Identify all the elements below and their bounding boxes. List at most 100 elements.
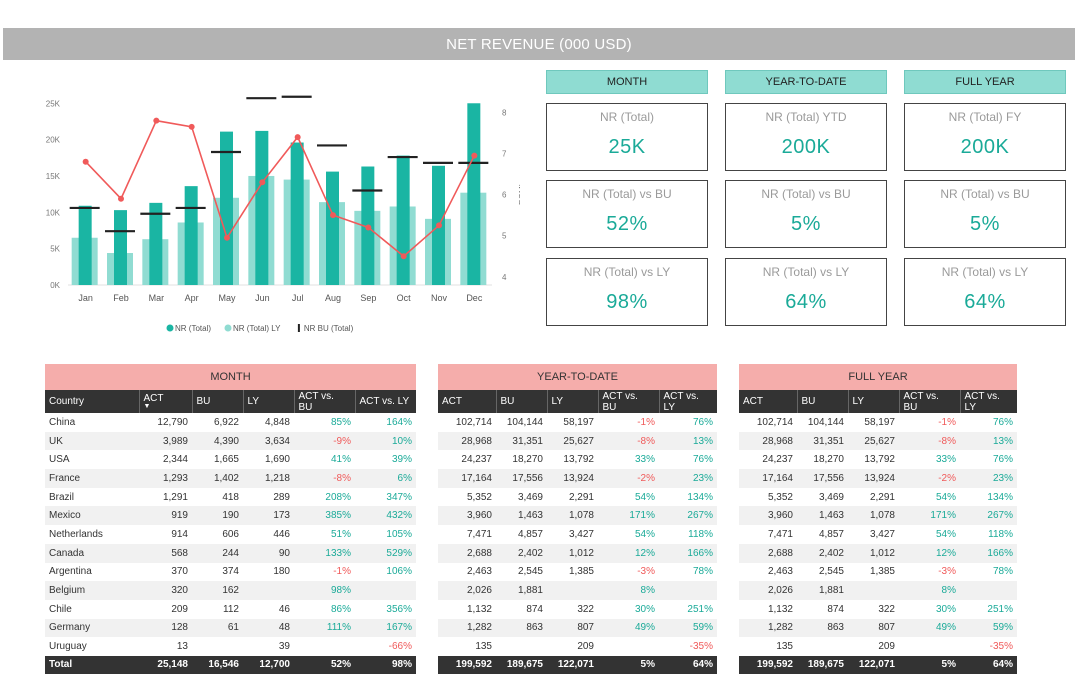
kpi-card[interactable]: NR (Total) vs BU 5%	[904, 180, 1066, 248]
table-cell: 356%	[386, 603, 412, 615]
column-header[interactable]: Country	[45, 390, 139, 413]
table-cell: 118%	[688, 528, 713, 540]
table-cell	[547, 581, 598, 600]
table-row[interactable]: 2,463 2,545 1,385 -3% 78%	[438, 563, 717, 582]
sort-desc-icon[interactable]: ▼	[143, 403, 151, 410]
table-cell: 267%	[960, 506, 1017, 526]
column-header[interactable]: ACT	[438, 390, 496, 413]
table-row[interactable]: Uruguay 13 39 -66%	[45, 637, 416, 656]
table-row[interactable]: 5,352 3,469 2,291 54% 134%	[739, 488, 1017, 507]
net-revenue-chart[interactable]: 0K 5K 10K 15K 20K 25K 4 5 6 7 8 ROMI Jan Feb Mar Apr May…	[40, 88, 520, 343]
table-cell: 3,634	[243, 431, 294, 451]
table-row[interactable]: 7,471 4,857 3,427 54% 118%	[438, 525, 717, 544]
table-row[interactable]: 2,463 2,545 1,385 -3% 78%	[739, 563, 1017, 582]
column-header[interactable]: BU	[191, 390, 243, 413]
kpi-card[interactable]: NR (Total) vs LY 64%	[725, 258, 887, 326]
kpi-header-0: MONTH	[546, 70, 708, 94]
table-cell: 807	[848, 618, 899, 638]
x-tick-label: Jul	[292, 293, 304, 303]
table-cell: 209	[878, 641, 895, 653]
column-header[interactable]: ACT vs. LY	[354, 390, 416, 413]
table-row[interactable]: 102,714 104,144 58,197 -1% 76%	[438, 413, 717, 432]
column-header[interactable]: ACT vs. BU	[293, 390, 355, 413]
table-row[interactable]: 1,132 874 322 30% 251%	[739, 600, 1017, 619]
column-header[interactable]: ACT vs. BU	[898, 390, 960, 413]
table-cell: 1,218	[243, 469, 294, 488]
table-cell: 135	[475, 641, 492, 653]
table-cell: 41%	[330, 454, 351, 466]
table-row[interactable]: UK 3,989 4,390 3,634 -9% 10%	[45, 431, 416, 451]
column-header[interactable]: ACT	[739, 390, 797, 413]
kpi-label: NR (Total) YTD	[765, 110, 847, 124]
table-cell: 171%	[598, 506, 659, 526]
table-row[interactable]: China 12,790 6,922 4,848 85% 164%	[45, 413, 416, 432]
table-row[interactable]: 17,164 17,556 13,924 -2% 23%	[438, 469, 717, 488]
table-cell: 13	[176, 641, 188, 653]
kpi-header-1: YEAR-TO-DATE	[725, 70, 887, 94]
table-cell: 111%	[294, 618, 355, 638]
table-row[interactable]: 28,968 31,351 25,627 -8% 13%	[438, 431, 717, 451]
table-cell: 31,351	[797, 431, 848, 451]
table-row[interactable]: Chile 209 112 46 86% 356%	[45, 600, 416, 619]
column-header[interactable]: ACT vs. LY	[959, 390, 1017, 413]
kpi-card[interactable]: NR (Total) 25K	[546, 103, 708, 171]
table-row[interactable]: 7,471 4,857 3,427 54% 118%	[739, 525, 1017, 544]
column-header[interactable]: LY	[546, 390, 598, 413]
table-row[interactable]: Mexico 919 190 173 385% 432%	[45, 506, 416, 526]
table-row[interactable]: 1,282 863 807 49% 59%	[438, 618, 717, 638]
legend-label: NR BU (Total)	[304, 324, 354, 333]
column-header[interactable]: LY	[242, 390, 294, 413]
table-row[interactable]: Germany 128 61 48 111% 167%	[45, 618, 416, 638]
table-cell: 17,164	[739, 469, 797, 488]
table-row[interactable]: 28,968 31,351 25,627 -8% 13%	[739, 431, 1017, 451]
table-cell: Mexico	[45, 506, 139, 526]
table-row[interactable]: Canada 568 244 90 133% 529%	[45, 543, 416, 563]
table-cell: 25,627	[547, 431, 598, 451]
table-row[interactable]: 3,960 1,463 1,078 171% 267%	[438, 506, 717, 526]
table-row[interactable]: 24,237 18,270 13,792 33% 76%	[739, 450, 1017, 469]
table-row[interactable]: 3,960 1,463 1,078 171% 267%	[739, 506, 1017, 526]
table-cell: 78%	[692, 566, 713, 578]
table-ytd: ACT BU LY ACT vs. BU ACT vs. LY 102,714 104,14…	[438, 390, 717, 674]
table-row[interactable]: France 1,293 1,402 1,218 -8% 6%	[45, 469, 416, 488]
table-row[interactable]: Argentina 370 374 180 -1% 106%	[45, 563, 416, 582]
table-cell: 606	[222, 528, 239, 540]
table-row[interactable]: 135 209 -35%	[739, 637, 1017, 656]
table-row[interactable]: 2,688 2,402 1,012 12% 166%	[438, 543, 717, 563]
table-cell: China	[49, 416, 76, 428]
table-row[interactable]: 1,132 874 322 30% 251%	[438, 600, 717, 619]
table-row[interactable]: 135 209 -35%	[438, 637, 717, 656]
table-cell: 13,924	[848, 469, 899, 488]
column-header[interactable]: BU	[796, 390, 848, 413]
table-row[interactable]: 2,026 1,881 8%	[438, 581, 717, 600]
kpi-card[interactable]: NR (Total) vs LY 98%	[546, 258, 708, 326]
column-header[interactable]: ACT vs. LY	[658, 390, 717, 413]
kpi-card[interactable]: NR (Total) YTD 200K	[725, 103, 887, 171]
table-row[interactable]: Belgium 320 162 98%	[45, 581, 416, 600]
kpi-card[interactable]: NR (Total) vs BU 52%	[546, 180, 708, 248]
table-cell: 59%	[659, 618, 717, 638]
table-cell: 2,026	[739, 581, 797, 600]
table-row[interactable]: Brazil 1,291 418 289 208% 347%	[45, 488, 416, 507]
kpi-card[interactable]: NR (Total) vs LY 64%	[904, 258, 1066, 326]
table-row[interactable]: USA 2,344 1,665 1,690 41% 39%	[45, 450, 416, 469]
table-row[interactable]: 2,688 2,402 1,012 12% 166%	[739, 543, 1017, 563]
table-row[interactable]: 1,282 863 807 49% 59%	[739, 618, 1017, 638]
table-row[interactable]: 2,026 1,881 8%	[739, 581, 1017, 600]
table-row[interactable]: Netherlands 914 606 446 51% 105%	[45, 525, 416, 544]
table-total-row: 199,592 189,675 122,071 5% 64%	[438, 655, 717, 674]
table-cell: 17,556	[797, 469, 848, 488]
kpi-card[interactable]: NR (Total) FY 200K	[904, 103, 1066, 171]
column-header[interactable]: ACT vs. BU	[597, 390, 659, 413]
column-header[interactable]: ACT ▼	[138, 390, 192, 413]
table-cell: 4,857	[818, 528, 844, 540]
table-row[interactable]: 17,164 17,556 13,924 -2% 23%	[739, 469, 1017, 488]
column-header[interactable]: LY	[847, 390, 899, 413]
bar-nr-total	[149, 202, 163, 285]
table-row[interactable]: 5,352 3,469 2,291 54% 134%	[438, 488, 717, 507]
kpi-card[interactable]: NR (Total) vs BU 5%	[725, 180, 887, 248]
column-header[interactable]: BU	[495, 390, 547, 413]
table-row[interactable]: 24,237 18,270 13,792 33% 76%	[438, 450, 717, 469]
table-row[interactable]: 102,714 104,144 58,197 -1% 76%	[739, 413, 1017, 432]
y-tick-label: 25K	[46, 99, 61, 108]
